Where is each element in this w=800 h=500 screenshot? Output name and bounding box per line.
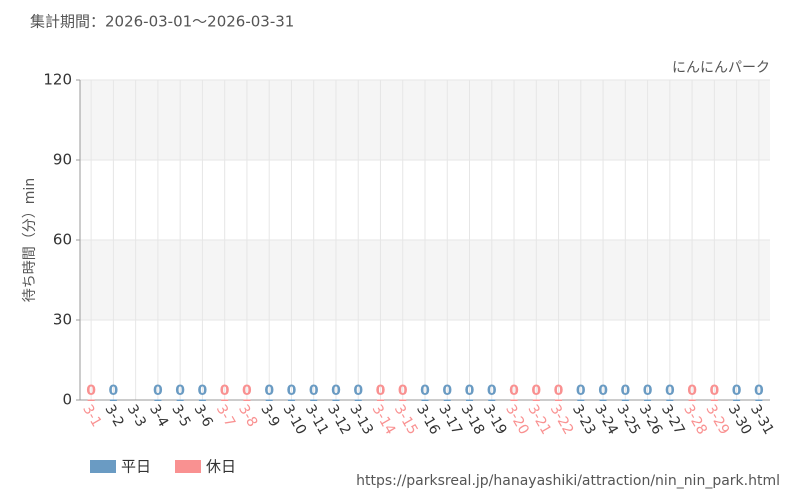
bar (755, 399, 763, 401)
legend-swatch (90, 460, 116, 473)
legend-swatch (175, 460, 201, 473)
y-axis-label: 待ち時間（分）min (22, 178, 38, 302)
bar (198, 399, 206, 401)
value-label: 0 (153, 383, 163, 399)
value-label: 0 (576, 383, 586, 399)
bar (109, 399, 117, 401)
x-tick-label: 3-8 (235, 402, 260, 430)
value-label: 0 (198, 383, 208, 399)
value-label: 0 (242, 383, 252, 399)
x-tick-label: 3-6 (190, 402, 215, 430)
value-label: 0 (665, 383, 675, 399)
value-label: 0 (353, 383, 363, 399)
value-label: 0 (465, 383, 475, 399)
bar (688, 399, 696, 401)
value-label: 0 (376, 383, 386, 399)
value-label: 0 (754, 383, 764, 399)
bar (243, 399, 251, 401)
value-label: 0 (398, 383, 408, 399)
bar (399, 399, 407, 401)
value-label: 0 (86, 383, 96, 399)
bar (644, 399, 652, 401)
value-label: 0 (687, 383, 697, 399)
x-tick-label: 3-2 (101, 402, 126, 430)
y-tick-label: 90 (53, 151, 72, 169)
value-label: 0 (620, 383, 630, 399)
value-label: 0 (732, 383, 742, 399)
bar (310, 399, 318, 401)
chart-title: にんにんパーク (672, 60, 770, 76)
legend-label: 休日 (206, 458, 236, 476)
value-label: 0 (709, 383, 719, 399)
bar (599, 399, 607, 401)
bar (221, 399, 229, 401)
value-label: 0 (643, 383, 653, 399)
bar (710, 399, 718, 401)
value-label: 0 (509, 383, 519, 399)
bar (376, 399, 384, 401)
x-tick-label: 3-7 (213, 402, 238, 430)
value-label: 0 (554, 383, 564, 399)
x-tick-label: 3-3 (124, 402, 149, 430)
bar (265, 399, 273, 401)
value-label: 0 (598, 383, 608, 399)
value-label: 0 (531, 383, 541, 399)
bar (332, 399, 340, 401)
value-label: 0 (220, 383, 230, 399)
bar (577, 399, 585, 401)
bar (555, 399, 563, 401)
bar (621, 399, 629, 401)
chart-subtitle: 集計期間：2026-03-01～2026-03-31 (30, 13, 294, 31)
value-label: 0 (109, 383, 119, 399)
value-label: 0 (287, 383, 297, 399)
value-label: 0 (487, 383, 497, 399)
bar (87, 399, 95, 401)
x-tick-label: 3-9 (257, 402, 282, 430)
y-tick-label: 120 (43, 71, 72, 89)
x-tick-label: 3-4 (146, 402, 171, 430)
value-label: 0 (331, 383, 341, 399)
legend-label: 平日 (121, 458, 151, 476)
bar (287, 399, 295, 401)
value-label: 0 (309, 383, 319, 399)
value-label: 0 (264, 383, 274, 399)
bar (443, 399, 451, 401)
source: https://parksreal.jp/hanayashiki/attract… (356, 473, 780, 489)
value-label: 0 (175, 383, 185, 399)
bar (421, 399, 429, 401)
bar (666, 399, 674, 401)
x-tick-label: 3-1 (79, 402, 104, 430)
bar (354, 399, 362, 401)
bar (488, 399, 496, 401)
x-tick-label: 3-5 (168, 402, 193, 430)
y-tick-label: 0 (62, 391, 72, 409)
bar (532, 399, 540, 401)
y-tick-label: 60 (53, 231, 72, 249)
value-label: 0 (420, 383, 430, 399)
y-tick-label: 30 (53, 311, 72, 329)
bar (733, 399, 741, 401)
bar (154, 399, 162, 401)
x-tick-label: 3-31 (747, 402, 777, 438)
bar (176, 399, 184, 401)
bar (466, 399, 474, 401)
value-label: 0 (442, 383, 452, 399)
bar (510, 399, 518, 401)
